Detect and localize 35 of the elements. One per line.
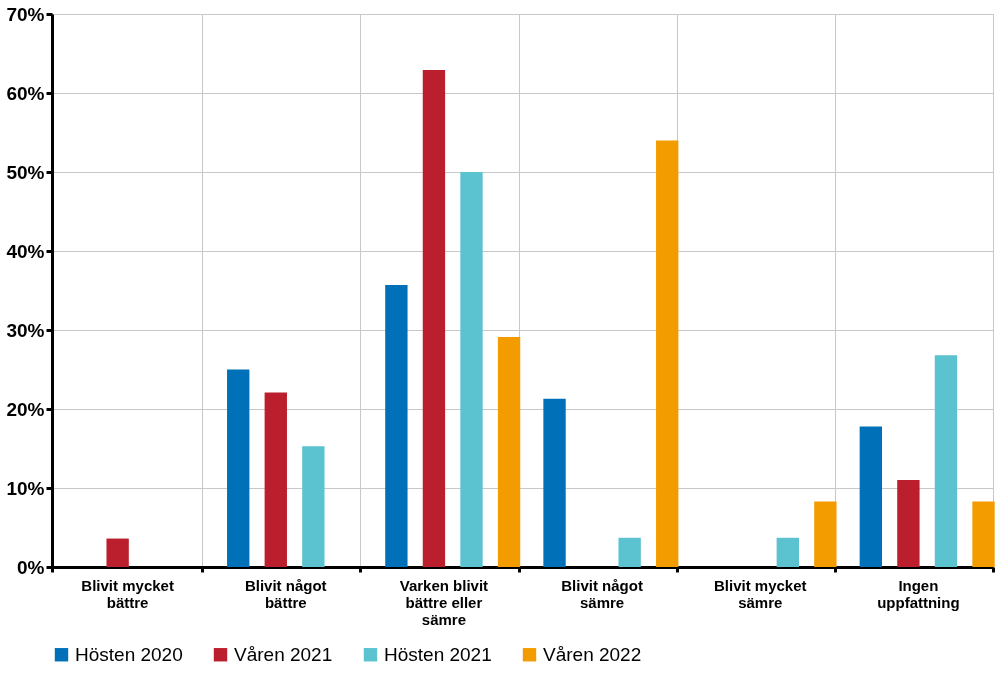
x-tick-label: Ingen uppfattning	[877, 576, 960, 611]
legend-label: Hösten 2020	[75, 643, 183, 665]
bar	[934, 355, 958, 567]
bar	[543, 398, 566, 567]
x-tick-label: Varken blivit bättre eller sämre	[399, 576, 489, 628]
x-tick-label: Blivit mycket sämre	[713, 576, 807, 611]
legend-label: Våren 2021	[234, 643, 333, 665]
bar	[264, 392, 287, 567]
y-tick-label: 30%	[6, 319, 45, 341]
y-tick-label: 50%	[6, 161, 45, 183]
bar	[460, 172, 483, 567]
bar	[106, 538, 129, 567]
bar	[618, 537, 641, 567]
bar	[497, 337, 521, 567]
bar	[227, 369, 250, 567]
y-tick-label: 20%	[6, 398, 45, 420]
legend-label: Hösten 2021	[384, 643, 492, 665]
x-tick-label: Blivit något bättre	[244, 576, 327, 611]
bar	[385, 284, 408, 567]
bar	[656, 140, 679, 567]
y-tick-label: 70%	[6, 3, 45, 25]
bar	[859, 426, 883, 567]
y-tick-label: 40%	[6, 240, 45, 262]
bar	[776, 537, 799, 567]
legend-label: Våren 2022	[543, 643, 642, 665]
y-tick-label: 60%	[6, 82, 45, 104]
x-tick-label: Blivit mycket bättre	[81, 576, 174, 611]
y-tick-label: 10%	[6, 477, 45, 499]
y-tick-label: 0%	[17, 556, 45, 578]
bar	[302, 446, 325, 567]
bar	[422, 70, 446, 567]
bar	[897, 480, 920, 567]
bar	[972, 501, 995, 567]
bar	[814, 501, 837, 567]
x-tick-label: Blivit något sämre	[561, 576, 643, 611]
